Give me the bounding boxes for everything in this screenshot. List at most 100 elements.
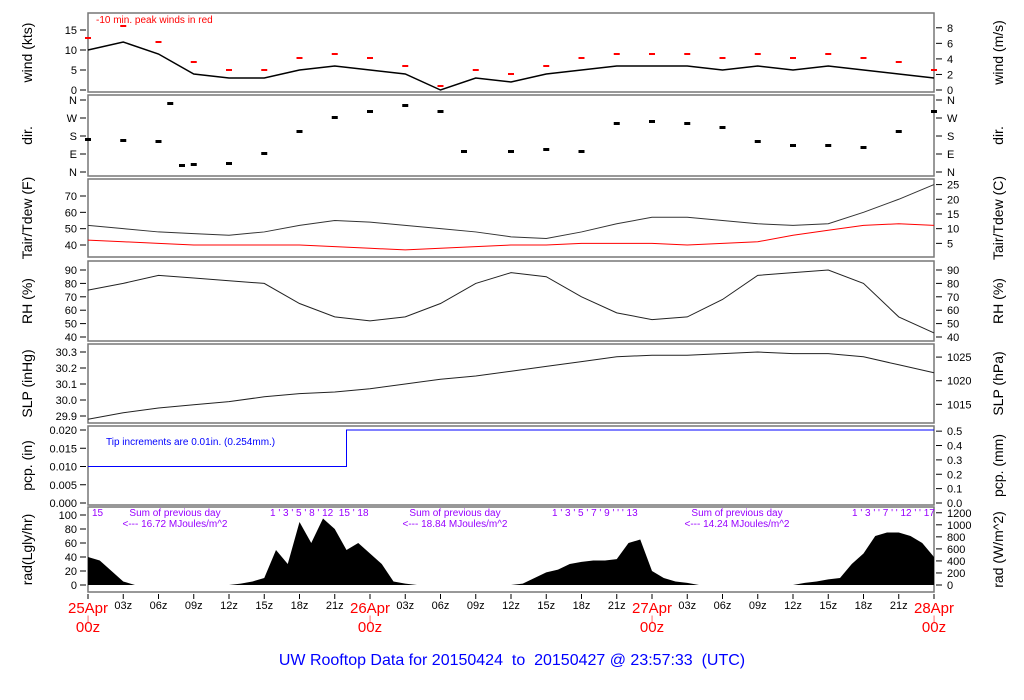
pcp-right-tick-label: 0.5 <box>947 426 962 438</box>
x-day-label: 28Apr |00z <box>914 600 954 636</box>
daily-sum-label: Sum of previous day <box>409 508 500 519</box>
x-tick-label: 21z <box>608 600 626 612</box>
slp-left-tick-label: 30.2 <box>56 363 77 375</box>
precip-line <box>88 429 934 467</box>
x-tick-label: 21z <box>326 600 344 612</box>
dir-right-tick-label: S <box>947 131 954 143</box>
x-tick-label: 03z <box>396 600 414 612</box>
x-tick-label: 12z <box>220 600 238 612</box>
temp-right-axis-label: Tair/Tdew (C) <box>990 176 1006 260</box>
wind-left-tick-label: 0 <box>71 85 77 97</box>
x-tick-label: 06z <box>150 600 168 612</box>
wind-direction-point <box>860 146 867 149</box>
wind-left-tick-label: 15 <box>65 25 77 37</box>
daily-sum-label: Sum of previous day <box>129 508 220 519</box>
wind-direction-point <box>719 126 726 129</box>
wind-direction-point <box>543 148 550 151</box>
rad-left-tick-label: 40 <box>65 552 77 564</box>
dir-left-tick-label: W <box>67 113 78 125</box>
dir-right-tick-label: N <box>947 95 955 107</box>
wind-direction-point <box>461 150 467 153</box>
slp-left-tick-label: 30.3 <box>56 347 77 359</box>
wind-direction-point <box>613 122 620 125</box>
pcp-left-tick-label: 0.005 <box>49 480 77 492</box>
wind-right-tick-label: 0 <box>947 85 953 97</box>
temp-left-tick-label: 70 <box>65 191 77 203</box>
rh-left-axis-label: RH (%) <box>19 278 35 324</box>
slp-right-axis-label: SLP (hPa) <box>990 351 1006 415</box>
dir-right-tick-label: N <box>947 167 955 179</box>
rad-right-tick-label: 1000 <box>947 520 971 532</box>
x-tick-label: 18z <box>855 600 873 612</box>
x-tick-label: 06z <box>714 600 732 612</box>
pcp-right-tick-label: 0.2 <box>947 469 962 481</box>
radiation-hour-marks: 1 ' 3 ' ' 7 ' ' 12 ' ' 17 <box>852 508 935 519</box>
rh-left-tick-label: 40 <box>65 332 77 344</box>
daily-sum-value: <--- 14.24 MJoules/m^2 <box>684 519 789 530</box>
wind-right-tick-label: 6 <box>947 38 953 50</box>
dir-left-axis-label: dir. <box>19 126 35 145</box>
wind-right-axis-label: wind (m/s) <box>990 20 1006 86</box>
temp-right-tick-label: 5 <box>947 238 953 250</box>
pcp-right-tick-label: 0.4 <box>947 441 962 453</box>
pcp-right-axis-label: pcp. (mm) <box>990 434 1006 497</box>
slp-right-tick-label: 1020 <box>947 376 971 388</box>
pcp-right-tick-label: 0.0 <box>947 498 962 510</box>
x-tick-label: 18z <box>573 600 591 612</box>
wind-panel-frame <box>87 12 935 93</box>
slp-left-tick-label: 29.9 <box>56 411 77 423</box>
x-tick-label: 09z <box>467 600 485 612</box>
temp-left-tick-label: 60 <box>65 207 77 219</box>
rh-right-axis-label: RH (%) <box>990 278 1006 324</box>
wind-direction-point <box>437 110 444 113</box>
wind-direction-point <box>226 162 232 165</box>
wind-direction-point <box>402 104 409 107</box>
x-tick-label: 09z <box>185 600 203 612</box>
rh-right-tick-label: 80 <box>947 278 959 290</box>
wind-left-tick-label: 10 <box>65 45 77 57</box>
wind-direction-point <box>296 130 303 133</box>
wind-direction-point <box>120 139 127 142</box>
pcp-left-tick-label: 0.015 <box>49 443 77 455</box>
rh-right-tick-label: 50 <box>947 319 959 331</box>
wind-direction-point <box>261 152 268 155</box>
dir-left-tick-label: S <box>70 131 77 143</box>
rh-left-tick-label: 70 <box>65 292 77 304</box>
rad-left-tick-label: 60 <box>65 538 77 550</box>
pcp-right-tick-label: 0.1 <box>947 484 962 496</box>
radiation-hour-marks: 1 ' 3 ' 5 ' 7 ' 9 ' ' ' 13 <box>552 508 638 519</box>
x-tick-label: 09z <box>749 600 767 612</box>
x-day-label: 25Apr |00z <box>68 600 108 636</box>
wind-direction-point <box>649 120 655 123</box>
rad-left-axis-label: rad(Lgly/hr) <box>19 514 35 586</box>
rad-right-tick-label: 200 <box>947 568 965 580</box>
wind-speed-line <box>87 41 935 91</box>
x-tick-label: 03z <box>678 600 696 612</box>
slp-right-tick-label: 1015 <box>947 399 971 411</box>
temp-right-tick-label: 20 <box>947 194 959 206</box>
rad-right-tick-label: 800 <box>947 532 965 544</box>
slp-right-tick-label: 1025 <box>947 352 971 364</box>
x-tick-label: 18z <box>291 600 309 612</box>
rh-right-tick-label: 40 <box>947 332 959 344</box>
temp-right-tick-label: 15 <box>947 209 959 221</box>
wind-direction-point <box>331 116 338 119</box>
rad-left-tick-label: 0 <box>71 580 77 592</box>
temp-right-tick-label: 10 <box>947 224 959 236</box>
daily-sum-value: <--- 16.72 MJoules/m^2 <box>122 519 227 530</box>
dir-right-tick-label: E <box>947 149 954 161</box>
precip-annotation: Tip increments are 0.01in. (0.254mm.) <box>106 437 275 448</box>
wind-left-tick-label: 5 <box>71 65 77 77</box>
rh-panel-frame <box>87 260 935 342</box>
rad-left-tick-label: 100 <box>59 510 77 522</box>
radiation-hour-marks: 15 <box>92 508 104 519</box>
pcp-left-tick-label: 0.000 <box>49 498 77 510</box>
dir-left-tick-label: N <box>69 167 77 179</box>
rh-right-tick-label: 90 <box>947 265 959 277</box>
rh-line <box>87 269 935 334</box>
chart-title: UW Rooftop Data for 20150424 to 20150427… <box>279 652 745 669</box>
wind-direction-point <box>578 150 585 153</box>
rh-left-tick-label: 60 <box>65 305 77 317</box>
wind-direction-point <box>167 102 174 105</box>
